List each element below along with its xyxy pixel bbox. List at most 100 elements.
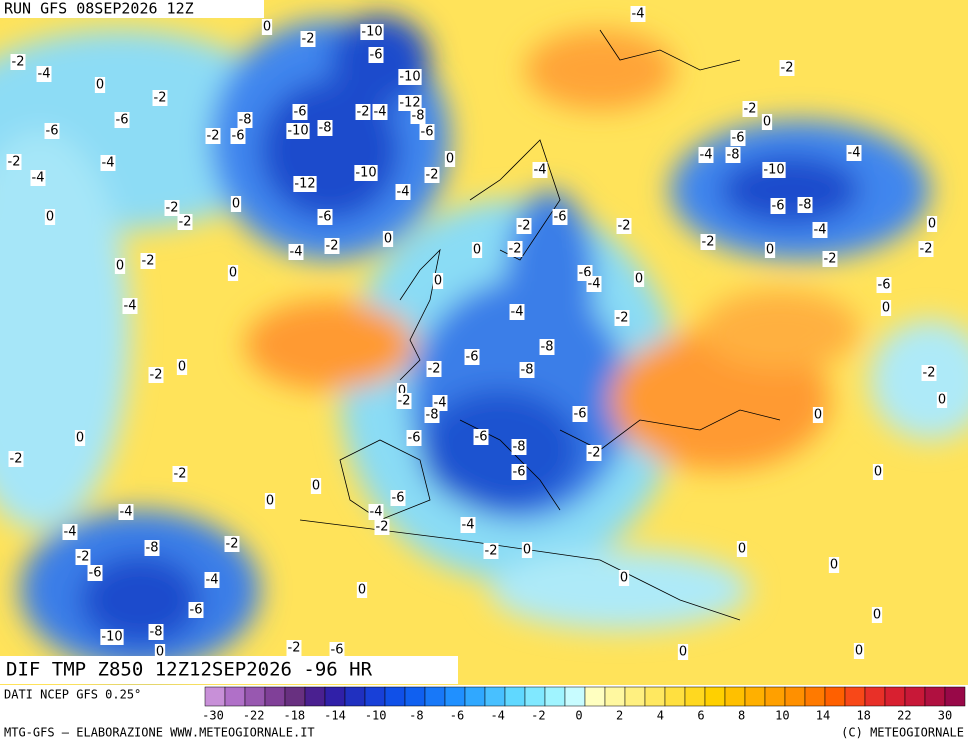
contour-value: 0 [873, 608, 881, 623]
contour-value: -4 [700, 148, 713, 163]
contour-label: 0 [261, 19, 273, 35]
legend-swatch [344, 686, 366, 707]
label-box [586, 276, 602, 292]
title-box [0, 656, 458, 684]
legend-swatch [244, 686, 266, 707]
legend-swatch [664, 686, 686, 707]
contour-label: 0 [764, 242, 776, 258]
legend-swatch [844, 686, 866, 707]
contour-label: 0 [227, 265, 239, 281]
label-box [118, 504, 134, 520]
contour-label: -4 [846, 145, 862, 161]
contour-label: 0 [880, 300, 892, 316]
label-box [317, 209, 333, 225]
contour-value: -4 [848, 146, 861, 161]
contour-label: -4 [460, 517, 476, 533]
legend-tick-label: -4 [490, 709, 504, 723]
label-box [74, 430, 86, 446]
contour-label: -10 [100, 629, 124, 645]
contour-value: 0 [266, 494, 274, 509]
label-box [742, 101, 758, 117]
contour-label: -6 [464, 349, 480, 365]
label-box [426, 361, 442, 377]
contour-label: -8 [317, 120, 333, 136]
contour-value: 0 [763, 115, 771, 130]
contour-label: -8 [511, 439, 527, 455]
label-box [261, 19, 273, 35]
label-box [292, 104, 308, 120]
contour-value: -2 [428, 362, 441, 377]
contour-value: 0 [473, 243, 481, 258]
contour-value: -2 [426, 168, 439, 183]
label-box [36, 66, 52, 82]
contour-label: -10 [762, 162, 786, 178]
label-box [872, 464, 884, 480]
contour-value: -4 [814, 223, 827, 238]
contour-value: 0 [766, 243, 774, 258]
label-box [390, 490, 406, 506]
contour-label: 0 [230, 196, 242, 212]
contour-value: -2 [207, 129, 220, 144]
legend-tick-label: 10 [775, 709, 789, 723]
label-box [633, 271, 645, 287]
contour-value: -4 [511, 305, 524, 320]
contour-label: -2 [516, 218, 532, 234]
contour-value: -6 [554, 210, 567, 225]
contour-label: -2 [8, 451, 24, 467]
contour-label: -8 [424, 407, 440, 423]
label-box [424, 407, 440, 423]
label-box [164, 200, 180, 216]
legend-tick-label: -18 [283, 709, 305, 723]
contour-value: -2 [166, 201, 179, 216]
label-box [926, 216, 938, 232]
contour-value: -2 [702, 235, 715, 250]
legend-tick-label: -8 [409, 709, 423, 723]
contour-label: -6 [292, 104, 308, 120]
contour-label: -8 [797, 197, 813, 213]
label-box [511, 464, 527, 480]
label-box [100, 155, 116, 171]
contour-label: -4 [509, 304, 525, 320]
label-box [630, 6, 646, 22]
label-box [764, 242, 776, 258]
contour-value: 0 [446, 152, 454, 167]
label-box [464, 349, 480, 365]
contour-label: -2 [616, 218, 632, 234]
contour-label: -4 [100, 155, 116, 171]
contour-label: 0 [154, 644, 166, 660]
legend-tick-label: 8 [738, 709, 745, 723]
label-box [154, 644, 166, 660]
label-box [148, 624, 164, 640]
contour-label: -6 [390, 490, 406, 506]
contour-value: -6 [421, 125, 434, 140]
contour-value: -2 [616, 311, 629, 326]
contour-label: -12 [398, 95, 422, 111]
contour-label: -2 [614, 310, 630, 326]
contour-label: -4 [395, 184, 411, 200]
contour-value: -8 [541, 340, 554, 355]
label-box [471, 242, 483, 258]
contour-value: -2 [174, 467, 187, 482]
label-box [871, 607, 883, 623]
contour-value: -2 [302, 32, 315, 47]
legend-swatch [704, 686, 726, 707]
legend-swatch [804, 686, 826, 707]
label-box [406, 430, 422, 446]
contour-label: -10 [286, 123, 310, 139]
label-box [355, 104, 371, 120]
label-box [230, 128, 246, 144]
contour-value: 0 [830, 558, 838, 573]
legend-swatch [584, 686, 606, 707]
legend-swatch [744, 686, 766, 707]
label-box [410, 108, 426, 124]
label-box [700, 234, 716, 250]
legend-swatch [304, 686, 326, 707]
legend-tick-label: -6 [450, 709, 464, 723]
label-box [114, 258, 126, 274]
legend-swatch [644, 686, 666, 707]
contour-value: -10 [355, 166, 376, 181]
label-box [176, 359, 188, 375]
contour-label: -6 [368, 47, 384, 63]
legend-swatch [224, 686, 246, 707]
